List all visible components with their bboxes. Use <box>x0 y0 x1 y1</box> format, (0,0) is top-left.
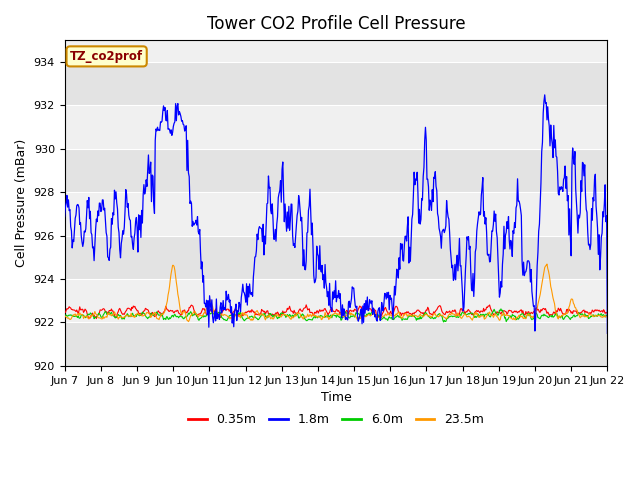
Y-axis label: Cell Pressure (mBar): Cell Pressure (mBar) <box>15 139 28 267</box>
Bar <box>65 323 607 366</box>
Bar <box>65 149 607 192</box>
Bar <box>65 236 607 279</box>
Bar <box>65 62 607 105</box>
X-axis label: Time: Time <box>321 391 351 404</box>
Title: Tower CO2 Profile Cell Pressure: Tower CO2 Profile Cell Pressure <box>207 15 465 33</box>
Legend: 0.35m, 1.8m, 6.0m, 23.5m: 0.35m, 1.8m, 6.0m, 23.5m <box>183 408 489 432</box>
Text: TZ_co2prof: TZ_co2prof <box>70 50 143 63</box>
